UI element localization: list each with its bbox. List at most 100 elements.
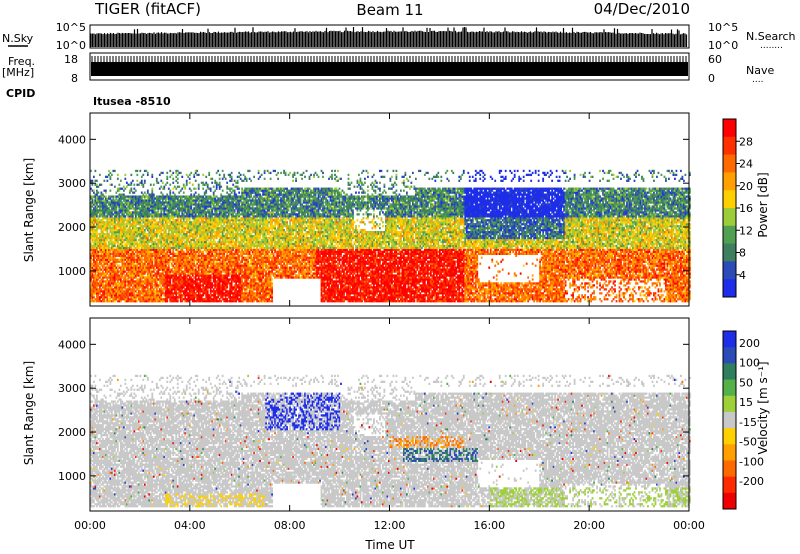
power-cell [101,252,104,255]
power-cell [100,193,103,196]
power-cell [95,197,98,200]
power-cell [94,205,97,208]
power-cell [166,227,169,230]
power-cell [107,284,110,287]
power-cell [98,240,101,244]
power-cell [98,207,101,210]
power-cell [121,209,124,212]
power-cell [127,215,130,218]
power-cell [131,274,134,277]
power-cell [170,300,173,303]
power-cell [112,262,115,265]
power-cell [97,252,100,255]
power-cell [197,185,200,188]
power-cell [157,270,160,273]
power-cell [92,217,95,220]
power-cell [116,189,119,192]
power-cell [143,260,146,263]
power-cell [137,260,140,263]
power-cell [140,270,143,273]
power-cell [109,278,112,281]
power-cell [169,240,172,244]
power-cell [94,246,97,250]
power-cell [98,270,101,273]
power-cell [155,254,158,257]
power-cell [118,276,121,279]
power-cell [131,236,134,240]
power-cell [90,292,92,295]
power-cell [107,219,110,222]
power-cell [103,250,106,254]
power-cell [139,169,142,173]
power-cell [95,236,98,240]
power-cell [142,282,145,285]
power-cell [140,175,143,178]
power-cell [130,181,133,184]
power-cell [143,278,146,281]
power-cell [170,240,173,244]
power-cell [110,221,113,224]
power-cell [181,240,184,244]
nsearch-label: N.Search [746,30,796,43]
power-cell [133,236,136,240]
power-cell [115,296,118,299]
power-cell [100,183,103,186]
power-cell [149,244,152,248]
power-cell [155,177,158,180]
power-cell [94,254,97,257]
power-cell [134,282,137,285]
power-cell [157,292,160,295]
power-cell [104,272,107,275]
power-cell [119,266,122,269]
power-cell [107,173,110,177]
power-cell [140,209,143,212]
power-cell [122,286,125,289]
power-cell [139,294,142,297]
power-cell [118,209,121,212]
power-cell [115,238,118,242]
power-cell [191,197,194,200]
power-cell [116,177,119,180]
power-cell [178,191,181,194]
power-cell [130,248,133,252]
power-cell [98,215,101,218]
power-cell [97,264,100,267]
power-cell [139,229,142,232]
power-cell [90,262,92,265]
power-cell [107,169,110,173]
power-cell [188,217,191,220]
power-cell [140,203,143,206]
power-cell [103,240,106,244]
power-cell [92,262,95,265]
power-cell [122,298,125,301]
power-cell [157,240,160,244]
power-cell [95,268,98,271]
power-cell [128,201,131,204]
power-cell [133,232,136,236]
power-cell [124,292,127,295]
power-cell [158,294,161,297]
power-cell [98,173,101,177]
power-cell [122,217,125,220]
power-cell [152,244,155,248]
power-cell [158,262,161,265]
power-cell [173,227,176,230]
power-cell [160,203,163,206]
power-cell [103,254,106,257]
power-cell [101,217,104,220]
power-cell [160,230,163,234]
power-cell [169,195,172,198]
power-cell [146,270,149,273]
power-cell [95,234,98,238]
power-cell [140,276,143,279]
power-cell [175,272,178,275]
power-cell [155,282,158,285]
power-cell [179,274,182,277]
power-cell [124,246,127,250]
power-cell [113,211,116,214]
power-cell [151,213,154,216]
power-cell [160,242,163,246]
power-cell [122,193,125,196]
power-cell [106,278,109,281]
power-cell [130,215,133,218]
